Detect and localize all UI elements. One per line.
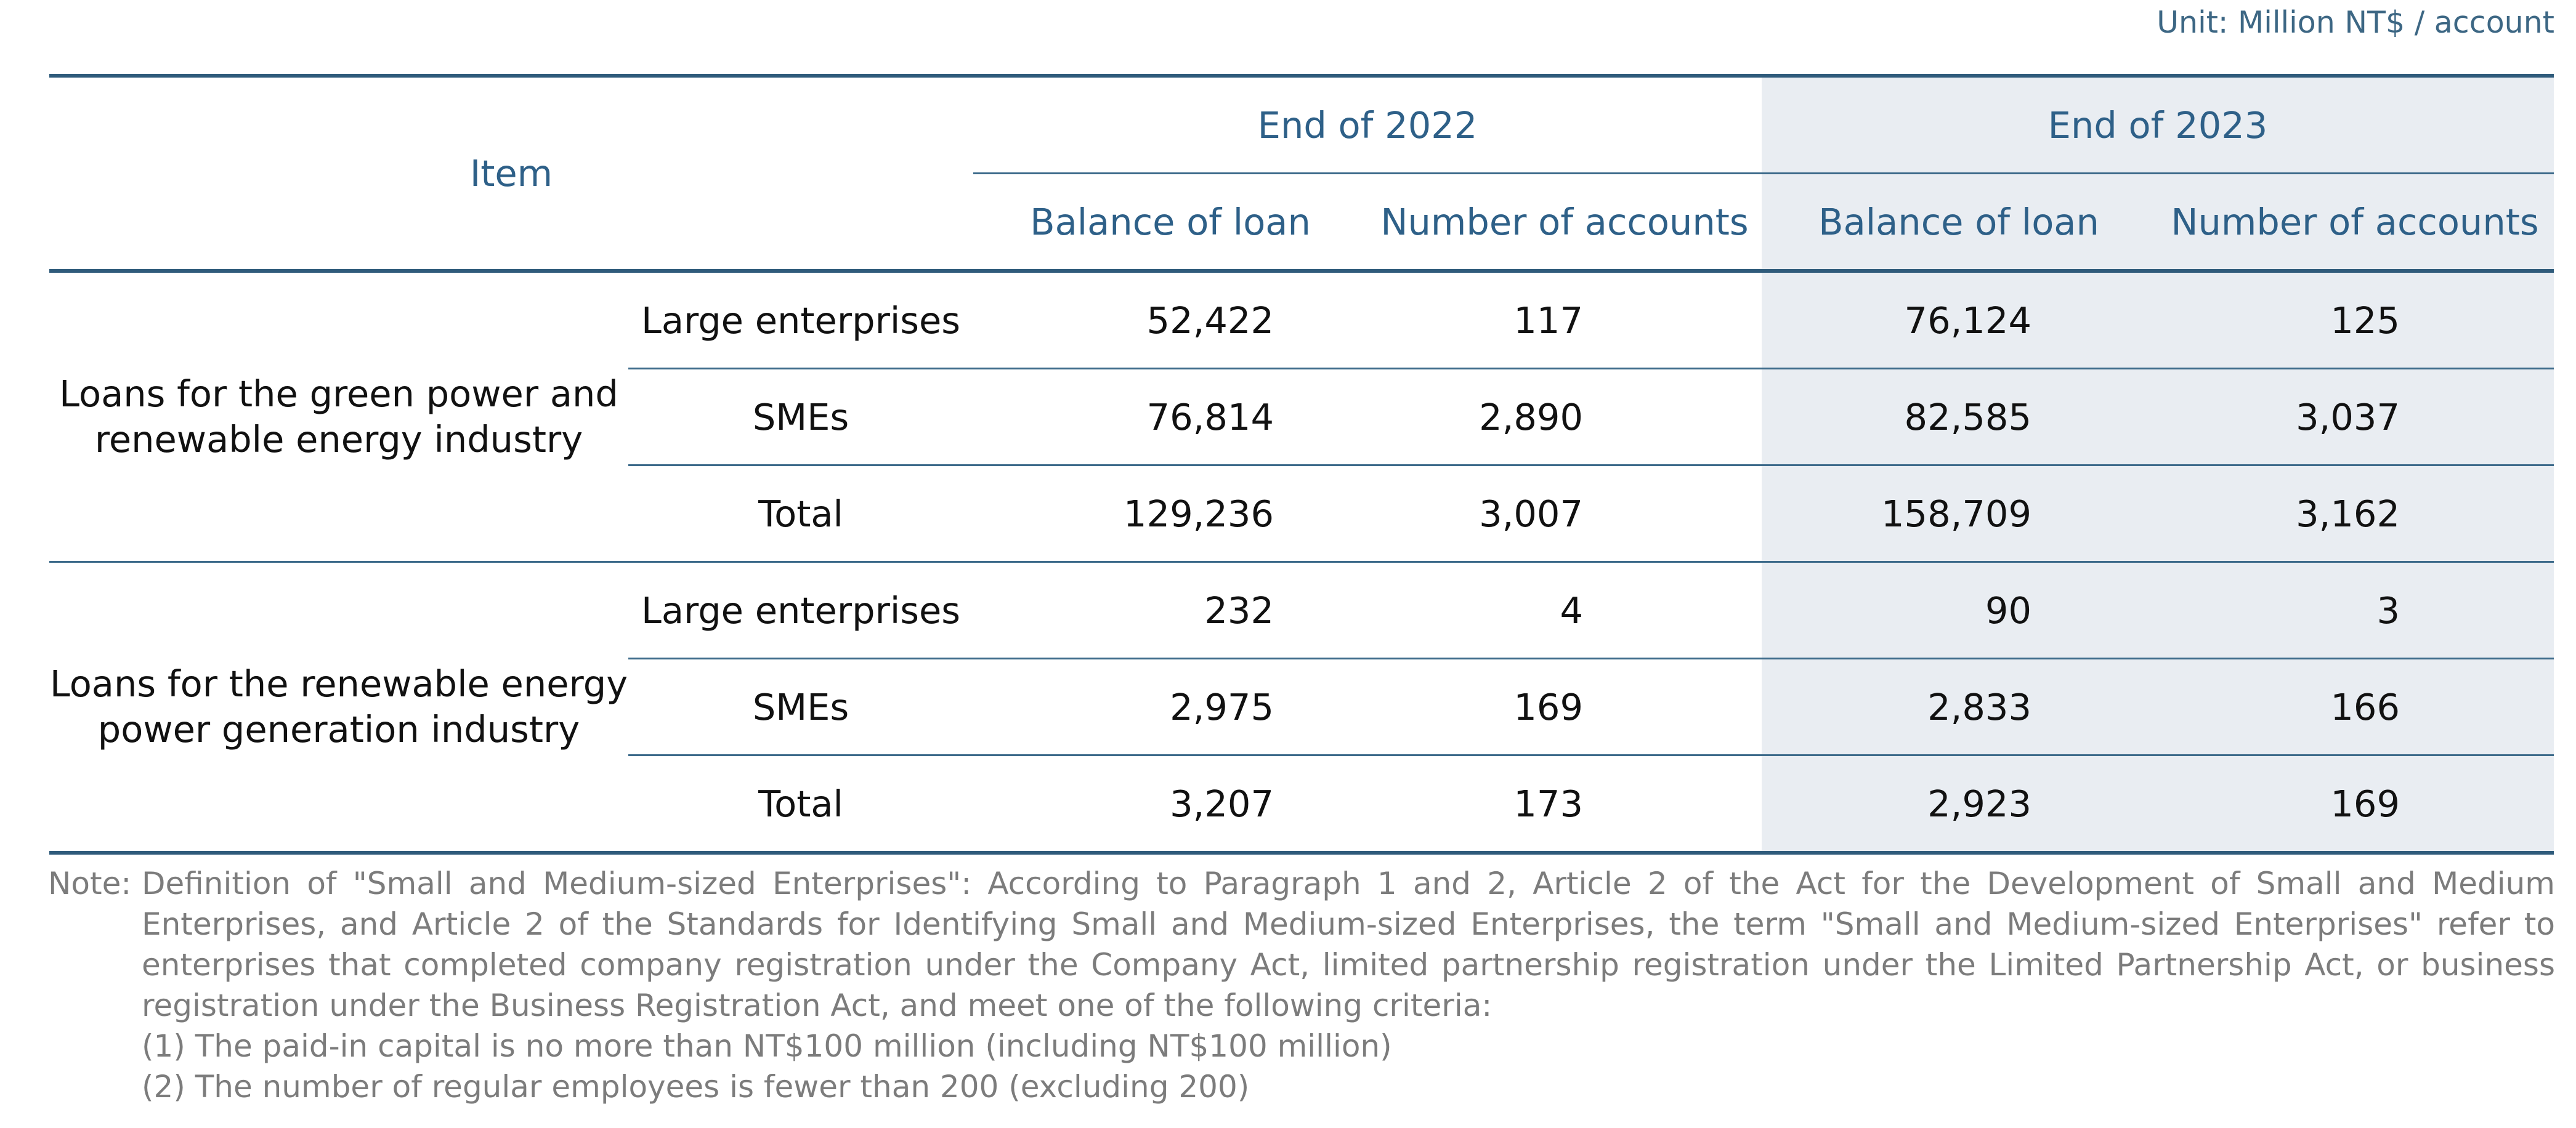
- group-label: Loans for the renewable energy power gen…: [49, 561, 628, 855]
- table-row: Loans for the green power and renewable …: [49, 271, 2554, 461]
- balance-2023-cell: 2,833: [1762, 658, 2156, 755]
- table-row: Total 3,207 173 2,923 169: [49, 754, 2554, 855]
- header-period-2022: End of 2022: [1257, 103, 1478, 147]
- loans-table: Item End of 2022 End of 2023 Balance of …: [49, 74, 2554, 855]
- unit-label: Unit: Million NT$ / account: [2157, 5, 2554, 40]
- group-label: Loans for the green power and renewable …: [59, 373, 618, 461]
- accounts-2023-cell: 3,162: [2156, 464, 2554, 562]
- table-row: Total 129,236 3,007 158,709 3,162: [49, 464, 2554, 562]
- header-accounts-2023: Number of accounts: [2156, 172, 2554, 273]
- balance-2023-cell: 90: [1762, 561, 2156, 659]
- header-balance-2022: Balance of loan: [973, 172, 1367, 273]
- accounts-2022-cell: 4: [1367, 561, 1762, 659]
- note-label: Note:: [48, 866, 132, 901]
- balance-2022-cell: 3,207: [973, 754, 1367, 855]
- accounts-2023-cell: 3: [2156, 561, 2554, 659]
- balance-2023-cell: 76,124: [1762, 271, 2156, 369]
- accounts-2022-cell: 173: [1367, 754, 1762, 855]
- row-label: Large enterprises: [641, 299, 960, 342]
- balance-2022-cell: 2,975: [973, 658, 1367, 755]
- row-label: SMEs: [628, 368, 973, 465]
- header-period-2023: End of 2023: [1762, 76, 2554, 174]
- accounts-2022-cell: 169: [1367, 658, 1762, 755]
- header-balance-2023: Balance of loan: [1762, 172, 2156, 273]
- row-label: Total: [628, 754, 973, 855]
- accounts-2023-cell: 169: [2156, 754, 2554, 855]
- header-item: Item: [49, 76, 973, 273]
- balance-2022-cell: 52,422: [1146, 299, 1274, 342]
- footnote: Note: Definition of "Small and Medium-si…: [48, 863, 2555, 1107]
- balance-2023-cell: 82,585: [1762, 368, 2156, 465]
- note-criterion: (1) The paid-in capital is no more than …: [142, 1028, 1392, 1064]
- table-row: SMEs 76,814 2,890 82,585 3,037: [49, 368, 2554, 465]
- accounts-2022-cell: 2,890: [1367, 368, 1762, 465]
- note-text: Definition of "Small and Medium-sized En…: [142, 866, 2555, 1023]
- balance-2023-cell: 158,709: [1762, 464, 2156, 562]
- accounts-2023-cell: 3,037: [2156, 368, 2554, 465]
- balance-2022-cell: 129,236: [973, 464, 1367, 562]
- balance-2022-cell: 232: [973, 561, 1367, 659]
- row-label: Large enterprises: [628, 561, 973, 659]
- row-label: Total: [628, 464, 973, 562]
- balance-2023-cell: 2,923: [1762, 754, 2156, 855]
- accounts-2022-cell: 3,007: [1367, 464, 1762, 562]
- table-row: Loans for the renewable energy power gen…: [49, 561, 2554, 855]
- note-criterion: (2) The number of regular employees is f…: [142, 1069, 1250, 1105]
- balance-2022-cell: 76,814: [973, 368, 1367, 465]
- accounts-2023-cell: 125: [2156, 271, 2554, 369]
- table-row: SMEs 2,975 169 2,833 166: [49, 658, 2554, 755]
- row-label: SMEs: [628, 658, 973, 755]
- accounts-2023-cell: 166: [2156, 658, 2554, 755]
- header-accounts-2022: Number of accounts: [1367, 172, 1762, 273]
- accounts-2022-cell: 117: [1513, 299, 1583, 342]
